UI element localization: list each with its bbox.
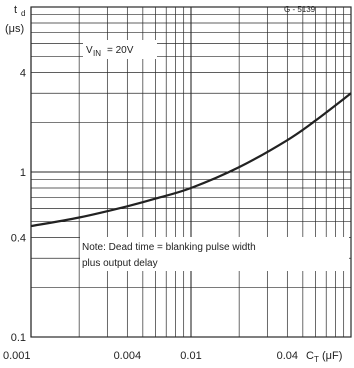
- condition-subscript: IN: [93, 49, 101, 58]
- y-axis-subscript: d: [21, 9, 25, 18]
- y-axis-symbol: t: [14, 4, 17, 16]
- condition-box: [83, 40, 157, 59]
- y-tick-label: 1: [20, 167, 26, 179]
- x-tick-label: 0.004: [114, 350, 142, 362]
- figure-code: G - 5139: [284, 5, 316, 14]
- condition-value: = 20V: [107, 45, 134, 56]
- x-tick-label: 0.04: [277, 350, 298, 362]
- x-tick-label: 0.001: [3, 350, 31, 362]
- x-axis-subscript: T: [314, 355, 319, 364]
- x-tick-labels: 0.001 0.004 0.01 0.04: [3, 350, 298, 362]
- y-tick-label: 0.1: [11, 332, 26, 344]
- y-tick-label: 4: [20, 68, 26, 80]
- grid: [30, 6, 352, 338]
- series-layer: [30, 92, 352, 228]
- series-line-0: [30, 92, 352, 228]
- x-tick-label: 0.01: [180, 350, 201, 362]
- note-line-2: plus output delay: [82, 258, 158, 269]
- y-axis-unit: (μs): [5, 23, 24, 35]
- plot-frame: [30, 6, 352, 338]
- note-box: [80, 237, 349, 271]
- note-line-1: Note: Dead time = blanking pulse width: [82, 242, 256, 253]
- x-axis-unit: (μF): [322, 350, 342, 362]
- condition-main: V: [86, 45, 93, 56]
- x-axis-symbol: C: [306, 350, 314, 362]
- y-tick-label: 0.4: [11, 233, 26, 245]
- y-tick-labels: 0.1 0.4 1 4: [11, 68, 26, 344]
